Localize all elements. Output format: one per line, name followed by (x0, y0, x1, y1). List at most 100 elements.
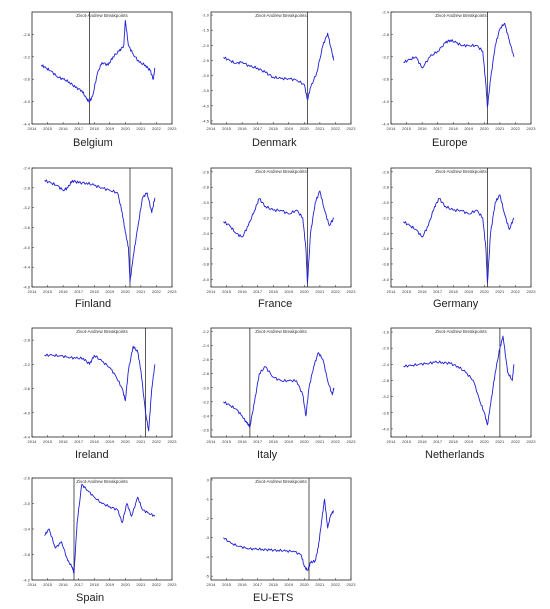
plot-frame (210, 477, 352, 581)
y-tick-label: -2.8 (23, 338, 31, 343)
x-tick-label: 2018 (269, 126, 279, 131)
chart-germany: Zivot-Andrew Breakpoints -2.6 -2.8 -3.0 -3.2… (382, 167, 536, 294)
x-tick-label: 2020 (480, 126, 490, 131)
y-tick-label: -2.8 (382, 32, 390, 37)
x-tick-label: 2020 (300, 439, 310, 444)
x-tick-label: 2019 (105, 126, 115, 131)
x-tick-label: 2014 (28, 439, 38, 444)
x-tick-label: 2020 (480, 289, 490, 294)
x-tick-label: 2020 (480, 439, 490, 444)
chart-title: Zivot-Andrew Breakpoints (255, 479, 307, 484)
x-tick-label: 2016 (418, 126, 428, 131)
x-tick-label: 2014 (28, 126, 38, 131)
x-tick-label: 2017 (253, 289, 263, 294)
y-tick-label: -4.0 (382, 277, 390, 282)
series-line (40, 19, 156, 103)
chart-title: Zivot-Andrew Breakpoints (435, 329, 487, 334)
y-tick-label: -2.8 (202, 185, 210, 190)
x-tick-label: 2021 (315, 126, 325, 131)
x-tick-label: 2021 (136, 582, 146, 587)
plot-frame (210, 327, 352, 438)
y-tick-label: -2.4 (23, 166, 31, 171)
x-tick-label: 2019 (464, 289, 474, 294)
x-tick-label: 2017 (253, 126, 263, 131)
x-tick-label: 2023 (527, 126, 537, 131)
x-tick-label: 2017 (74, 582, 84, 587)
y-tick-label: -3 (205, 535, 209, 540)
chart-italy: Zivot-Andrew Breakpoints -2.2 -2.4 -2.6 -2.8… (202, 327, 356, 444)
x-tick-label: 2023 (168, 289, 178, 294)
x-tick-label: 2021 (495, 289, 505, 294)
chart-denmark: Zivot-Andrew Breakpoints -1.0 -1.5 -2.0 -2.5… (202, 11, 356, 131)
y-tick-label: -3.4 (202, 231, 210, 236)
chart-panel-france: Zivot-Andrew Breakpoints -2.6 -2.8 -3.0 -3.2… (193, 160, 356, 295)
y-tick-label: -3.2 (202, 399, 210, 404)
series-line (223, 498, 334, 571)
x-tick-label: 2017 (433, 289, 443, 294)
y-tick-label: -3.6 (382, 410, 390, 415)
series-line (223, 190, 335, 284)
x-tick-label: 2017 (74, 439, 84, 444)
x-tick-label: 2019 (284, 289, 294, 294)
y-tick-label: -5 (205, 574, 209, 579)
plot-frame (31, 477, 173, 581)
y-tick-label: -3.0 (202, 73, 210, 78)
x-tick-label: 2019 (284, 126, 294, 131)
x-tick-label: 2014 (207, 289, 217, 294)
x-tick-label: 2014 (387, 126, 397, 131)
y-tick-label: -3.0 (382, 200, 390, 205)
y-tick-label: -4.0 (382, 426, 390, 431)
y-tick-label: -4.0 (382, 99, 390, 104)
x-tick-label: 2017 (253, 582, 263, 587)
caption-belgium: Belgium (73, 137, 113, 149)
x-tick-label: 2018 (90, 439, 100, 444)
y-tick-label: -4.0 (23, 245, 31, 250)
caption-germany: Germany (433, 298, 479, 310)
x-tick-label: 2021 (495, 126, 505, 131)
chart-france: Zivot-Andrew Breakpoints -2.6 -2.8 -3.0 -3.2… (202, 167, 356, 294)
caption-france: France (258, 298, 293, 310)
y-tick-label: -3.2 (23, 205, 31, 210)
chart-title: Zivot-Andrew Breakpoints (435, 169, 487, 174)
x-tick-label: 2014 (387, 289, 397, 294)
x-tick-label: 2015 (43, 582, 53, 587)
x-tick-label: 2017 (433, 126, 443, 131)
y-tick-label: 0 (207, 477, 210, 482)
x-tick-label: 2020 (121, 439, 131, 444)
chart-panel-germany: Zivot-Andrew Breakpoints -2.6 -2.8 -3.0 -3.2… (373, 160, 536, 295)
series-line (44, 483, 156, 575)
x-tick-label: 2023 (527, 289, 537, 294)
x-tick-label: 2016 (238, 289, 248, 294)
x-tick-label: 2016 (238, 582, 248, 587)
y-tick-label: -3.2 (202, 215, 210, 220)
x-tick-label: 2014 (387, 439, 397, 444)
x-tick-label: 2020 (300, 126, 310, 131)
y-tick-label: -2.4 (382, 362, 390, 367)
chart-panel-finland: -2.4 -2.8 -3.2 -3.6 -4.0 -4.4 -4.8 2014 2015 2016… (14, 160, 177, 295)
caption-netherlands: Netherlands (425, 449, 485, 461)
caption-ireland: Ireland (75, 449, 109, 461)
y-tick-label: -3.0 (23, 501, 31, 506)
x-tick-label: 2016 (418, 439, 428, 444)
y-tick-label: -2.8 (382, 378, 390, 383)
x-tick-label: 2018 (90, 126, 100, 131)
x-tick-label: 2017 (74, 289, 84, 294)
x-tick-label: 2015 (222, 289, 232, 294)
y-tick-label: -2.0 (382, 346, 390, 351)
y-tick-label: -4.2 (23, 578, 31, 583)
x-tick-label: 2019 (105, 289, 115, 294)
x-tick-label: 2022 (152, 582, 162, 587)
x-tick-label: 2020 (300, 289, 310, 294)
x-tick-label: 2018 (269, 582, 279, 587)
chart-title: Zivot-Andrew Breakpoints (255, 169, 307, 174)
x-tick-label: 2019 (464, 126, 474, 131)
x-tick-label: 2017 (74, 126, 84, 131)
x-tick-label: 2018 (269, 289, 279, 294)
chart-panel-ireland: Zivot-Andrew Breakpoints -2.8 -3.2 -3.6 -4.0… (14, 320, 177, 445)
x-tick-label: 2022 (152, 439, 162, 444)
plot-frame (390, 167, 532, 288)
y-tick-label: -1 (205, 497, 209, 502)
caption-spain: Spain (76, 592, 105, 604)
plot-frame (31, 11, 173, 125)
x-tick-label: 2015 (402, 289, 412, 294)
